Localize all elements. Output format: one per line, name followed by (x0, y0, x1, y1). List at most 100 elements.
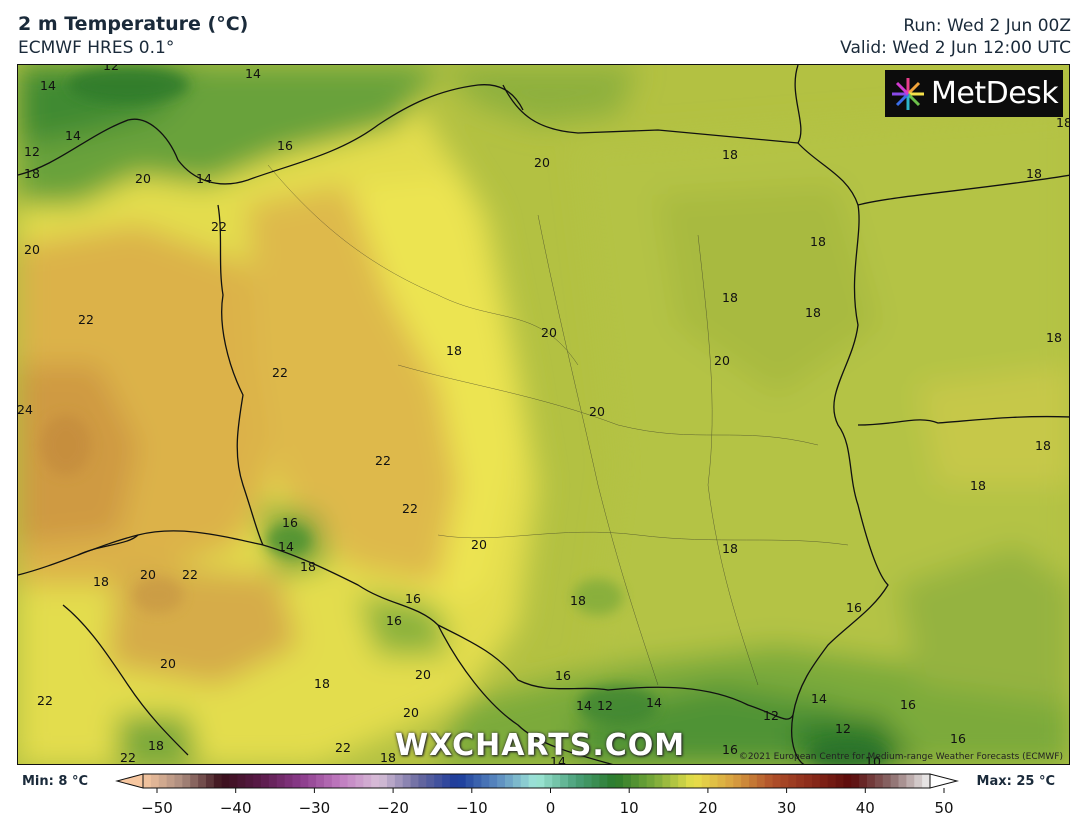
colorbar-cell (638, 774, 648, 788)
contour-label: 20 (135, 171, 151, 186)
contour-label: 14 (550, 754, 566, 765)
colorbar-cell (851, 774, 860, 788)
model-name: ECMWF HRES 0.1° (18, 38, 175, 58)
colorbar-cell (544, 774, 553, 788)
colorbar-tick-label: −50 (141, 799, 173, 817)
map-title: 2 m Temperature (°C) (18, 13, 249, 35)
colorbar-cell (898, 774, 907, 788)
contour-label: 16 (282, 515, 298, 530)
contour-labels: 12 14 14 14 12 18 20 14 16 20 18 18 18 22 20 18 18 22 20 18… (18, 65, 1069, 765)
contour-label: 18 (722, 541, 738, 556)
contour-label: 18 (93, 574, 109, 589)
poland-south-border (262, 544, 794, 720)
colorbar-cell (221, 774, 230, 788)
colorbar-cell (331, 774, 341, 788)
kaliningrad-border (502, 84, 799, 144)
colorbar-cell (646, 774, 655, 788)
colorbar-tick-label: 10 (620, 799, 639, 817)
contour-label: 14 (196, 171, 212, 186)
colorbar-cell (701, 774, 711, 788)
colorbar-cell (198, 774, 207, 788)
colorbar-cell (607, 774, 616, 788)
colorbar-cell (324, 774, 333, 788)
colorbar-cell (512, 774, 522, 788)
colorbar-cell (552, 774, 561, 788)
colorbar-cell (174, 774, 183, 788)
colorbar-cell (166, 774, 175, 788)
colorbar-max-arrow (929, 773, 959, 789)
contour-label: 20 (415, 667, 431, 682)
colorbar-cell (560, 774, 569, 788)
temperature-detail (41, 67, 888, 764)
poland-west-border (217, 204, 264, 546)
contour-label: 18 (446, 343, 462, 358)
contour-label: 14 (646, 695, 662, 710)
colorbar-cell (693, 774, 703, 788)
colorbar-cell (316, 774, 325, 788)
contour-label: 18 (1026, 166, 1042, 181)
colorbar-cell (386, 774, 396, 788)
colorbar-cell (339, 774, 349, 788)
colorbar-cell (874, 774, 884, 788)
contour-label: 22 (211, 219, 227, 234)
admin-boundaries (267, 164, 849, 686)
contour-label: 12 (597, 698, 613, 713)
colorbar-cell (796, 774, 805, 788)
contour-label: 20 (541, 325, 557, 340)
colorbar-cell (536, 774, 545, 788)
colorbar-min-arrow (115, 773, 144, 789)
contour-label: 18 (24, 166, 40, 181)
contour-label: 18 (380, 750, 396, 765)
contour-label: 12 (24, 144, 40, 159)
colorbar-cell (764, 774, 773, 788)
contour-label: 18 (722, 147, 738, 162)
colorbar-tick-label: −20 (377, 799, 409, 817)
colorbar-cell (583, 774, 592, 788)
contour-label: 22 (182, 567, 198, 582)
colorbar-cell (867, 774, 876, 788)
colorbar-cell (662, 774, 671, 788)
contour-label: 16 (555, 668, 571, 683)
contour-label: 22 (78, 312, 94, 327)
colorbar-cell (922, 774, 931, 788)
colorbar-cell (709, 774, 718, 788)
baltic-coastline (18, 84, 524, 185)
contour-label: 20 (589, 404, 605, 419)
contour-label: 10 (865, 754, 881, 765)
colorbar-cell (426, 774, 435, 788)
contour-label: 16 (900, 697, 916, 712)
colorbar-cell (654, 774, 663, 788)
colorbar-cell (268, 774, 278, 788)
contour-label: 14 (40, 78, 56, 93)
colorbar-cell (520, 774, 530, 788)
contour-label: 18 (148, 738, 164, 753)
colorbar-cell (859, 774, 868, 788)
contour-label: 18 (1046, 330, 1062, 345)
colorbar-cell (158, 774, 168, 788)
colorbar-cell (733, 774, 742, 788)
colorbar-cell (473, 774, 482, 788)
colorbar-cell (292, 774, 301, 788)
contour-label: 14 (576, 698, 592, 713)
colorbar-cell (678, 774, 687, 788)
colorbar-cell (394, 774, 404, 788)
colorbar-cell (261, 774, 270, 788)
temperature-map: 12 14 14 14 12 18 20 14 16 20 18 18 18 22 20 18 18 22 20 18… (17, 64, 1070, 765)
colorbar-cell (442, 774, 451, 788)
colorbar-cell (379, 774, 388, 788)
colorbar-cell (371, 774, 380, 788)
contour-label: 22 (402, 501, 418, 516)
metdesk-logo: MetDesk (885, 70, 1063, 117)
contour-label: 16 (950, 731, 966, 746)
colorbar-cell (670, 774, 679, 788)
colorbar-tick-label: 20 (698, 799, 717, 817)
colorbar-cell (190, 774, 199, 788)
colorbar-tick-label: 30 (777, 799, 796, 817)
colorbar-cell (725, 774, 734, 788)
contour-label: 18 (1035, 438, 1051, 453)
contour-label: 14 (811, 691, 827, 706)
colorbar-cell (276, 774, 286, 788)
colorbar-cell (150, 774, 160, 788)
colorbar-cell (284, 774, 293, 788)
colorbar-cell (630, 774, 640, 788)
